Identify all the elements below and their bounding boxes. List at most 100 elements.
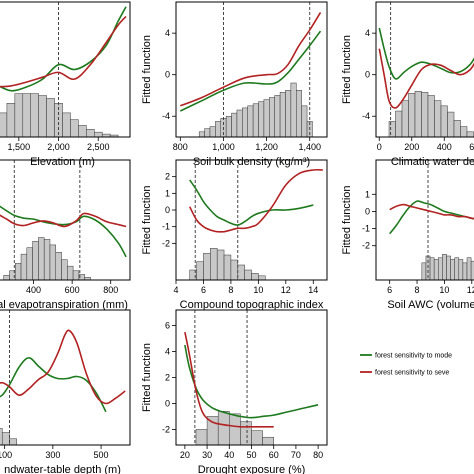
x-tick-label: 30 (202, 450, 212, 460)
hist-bar (206, 416, 219, 445)
x-tick-label: 2,000 (47, 142, 70, 152)
hist-bar (242, 107, 248, 137)
hist-bar (446, 255, 451, 280)
x-tick-label: 1,000 (212, 142, 235, 152)
hist-bar (209, 126, 216, 137)
plot-frame (375, 159, 474, 281)
hist-bar (216, 249, 225, 280)
y-tick-label: 1 (165, 188, 170, 198)
y-tick-label: 4 (365, 28, 370, 38)
hist-bar (230, 259, 239, 280)
x-tick-label: 4 (173, 285, 178, 295)
moderate-sensitivity-line (0, 205, 127, 258)
hist-bar (229, 413, 241, 445)
hist-bar (204, 128, 211, 137)
x-tick-label: 14 (308, 285, 318, 295)
x-tick-label: 50 (246, 450, 256, 460)
x-axis-label: Drought exposure (%) (198, 464, 306, 474)
x-tick-label: 800 (103, 285, 118, 295)
plot-area-4 (188, 160, 323, 280)
y-tick-label: 0 (365, 70, 370, 80)
y-tick-label: 0 (165, 70, 170, 80)
hist-bar (0, 428, 3, 445)
hist-bar (263, 99, 270, 137)
hist-bar (458, 259, 464, 280)
hist-bar (22, 93, 31, 137)
hist-bar (251, 273, 259, 280)
hist-bar (269, 97, 275, 137)
x-axis-label: Soil AWC (volumet (387, 299, 474, 311)
hist-bar (258, 101, 265, 137)
plot-area-1 (179, 2, 322, 137)
hist-bar (236, 109, 243, 137)
legend-label-1: forest sensitivity to seve (375, 370, 449, 377)
y-axis-label: Fitted function (141, 35, 153, 104)
hist-bar (258, 275, 266, 280)
hist-bar (466, 257, 472, 280)
hist-bar (15, 263, 22, 280)
x-tick-label: 1,500 (8, 142, 31, 152)
x-tick-label: 400 (26, 285, 41, 295)
hist-bar (0, 112, 8, 137)
x-tick-label: 2,500 (87, 142, 110, 152)
x-tick-label: 6 (201, 285, 206, 295)
y-axis-label: Fitted function (341, 185, 353, 254)
x-tick-label: 1,200 (255, 142, 278, 152)
hist-bar (453, 120, 461, 137)
severe-sensitivity-line (0, 15, 127, 88)
x-tick-label: 10 (439, 285, 449, 295)
y-axis-label: Fitted function (141, 343, 153, 412)
hist-bar (1, 432, 10, 445)
severe-sensitivity-line (188, 168, 323, 233)
x-tick-label: 80 (313, 450, 323, 460)
hist-bar (84, 276, 91, 280)
x-tick-label: 600 (469, 142, 474, 152)
hist-bar (285, 90, 292, 137)
severe-sensitivity-line (0, 212, 127, 228)
hist-bar (55, 252, 62, 280)
y-tick-label: -1 (362, 224, 370, 234)
y-tick-label: 2 (165, 172, 170, 182)
x-tick-label: 800 (173, 142, 188, 152)
y-tick-label: -4 (362, 111, 370, 121)
hist-bar (195, 429, 208, 445)
y-tick-label: -2 (362, 241, 370, 251)
y-tick-label: 6 (165, 321, 170, 331)
y-tick-label: -2 (162, 238, 170, 248)
hist-bar (296, 90, 302, 137)
hist-bar (454, 257, 460, 280)
hist-bar (62, 112, 71, 137)
hist-bar (433, 259, 439, 280)
hist-bar (38, 237, 45, 280)
severe-sensitivity-line (378, 48, 474, 109)
hist-bar (198, 131, 205, 137)
legend-label-0: forest sensitivity to mode (375, 353, 452, 360)
hist-bar (388, 121, 396, 137)
hist-bar (251, 430, 263, 445)
hist-bar (78, 125, 87, 137)
plot-area-0 (0, 2, 127, 137)
hist-bar (244, 269, 252, 280)
x-tick-label: 8 (415, 285, 420, 295)
plot-area-6 (0, 310, 126, 445)
hist-bar (450, 259, 455, 280)
hist-bar (447, 111, 455, 137)
hist-bar (290, 82, 297, 137)
hist-bar (223, 254, 232, 280)
hist-bar (466, 131, 474, 137)
panel-0: 1,500 2,000 2,500 Elevation (m) (0, 1, 131, 168)
hist-bar (274, 95, 281, 137)
plot-frame (375, 1, 474, 138)
x-tick-label: 1,400 (298, 142, 321, 152)
panel-3: 400 600 800 al evapotranspiration (mm) (0, 159, 131, 311)
hist-bar (196, 261, 204, 280)
hist-bar (49, 244, 57, 280)
panel-6: 100 300 500 ndwater-table depth (m) (0, 309, 131, 474)
y-tick-label: -4 (162, 111, 170, 121)
hist-bar (427, 95, 435, 137)
plot-frame (175, 159, 328, 281)
hist-bar (30, 93, 39, 137)
hist-bar (70, 119, 79, 137)
